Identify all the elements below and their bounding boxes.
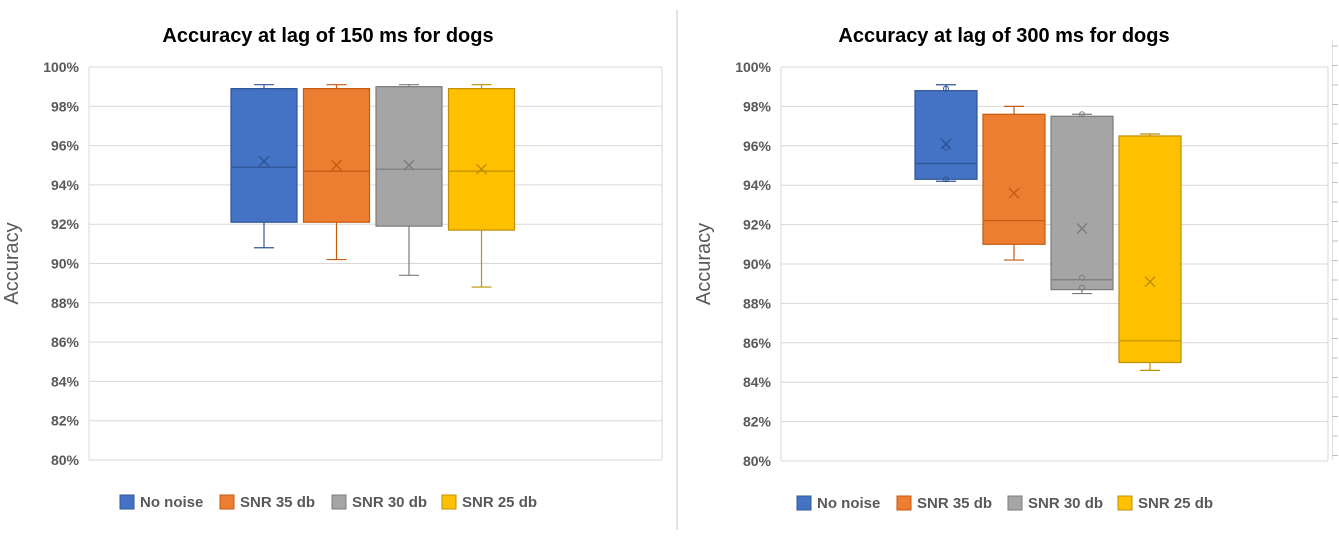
y-tick-label: 86% [743,335,772,351]
y-tick-label: 92% [51,216,80,232]
box-body [1050,115,1114,291]
mean-marker [476,163,487,175]
chart-svg-lag-300: Accuracy at lag of 300 ms for dogs Accura… [693,25,1329,512]
outlier-point [943,176,949,183]
box-snr-35-db [982,105,1046,261]
y-tick-label: 98% [51,98,80,114]
box-snr-30-db [375,84,443,276]
legend-item-no-noise: No noise [119,494,203,511]
y-tick-label: 90% [743,256,772,272]
y-tick-label: 82% [743,414,772,430]
box-body [375,86,443,227]
legend-swatch [796,495,812,511]
chart-panel-lag-150: Accuracy at lag of 150 ms for dogs Accura… [1,25,663,511]
outlier-point [1079,274,1085,281]
right-edge-ticks [1332,40,1338,460]
box-body [230,88,298,223]
y-tick-label: 86% [51,334,80,350]
mean-marker [1008,187,1020,199]
legend-item-no-noise: No noise [796,495,880,512]
legend-swatch [1007,495,1023,511]
legend-swatch [119,494,135,510]
box-body [982,113,1046,245]
box-snr-25-db [447,84,516,288]
legend-item-snr-25-db: SNR 25 db [441,494,537,511]
y-tick-label: 96% [51,138,80,154]
mean-marker [1076,223,1088,235]
y-tick-label: 80% [743,453,772,469]
legend-label: SNR 25 db [462,494,537,511]
legend-swatch [441,494,457,510]
chart-divider [676,10,678,530]
y-tick-label: 88% [743,295,772,311]
y-tick-label: 98% [743,98,772,114]
outlier-point [943,144,949,151]
box-snr-30-db [1050,111,1114,295]
legend-label: SNR 35 db [240,494,315,511]
box-snr-35-db [302,84,371,261]
mean-marker [940,138,952,150]
legend-label: SNR 25 db [1138,495,1213,512]
legend-label: No noise [817,495,880,512]
box-snr-25-db [1118,133,1182,371]
legend-label: SNR 30 db [1028,495,1103,512]
box-no-noise [230,84,298,249]
legend-item-snr-30-db: SNR 30 db [331,494,427,511]
chart-title: Accuracy at lag of 300 ms for dogs [838,25,1169,47]
y-tick-label: 100% [735,59,771,75]
y-tick-label: 84% [51,373,80,389]
legend-item-snr-25-db: SNR 25 db [1117,495,1213,512]
legend-item-snr-35-db: SNR 35 db [219,494,315,511]
legend-swatch [219,494,235,510]
mean-marker [1144,276,1156,288]
chart-panel-lag-300: Accuracy at lag of 300 ms for dogs Accura… [678,0,1339,538]
legend-label: SNR 30 db [352,494,427,511]
legend-swatch [896,495,912,511]
chart-svg-lag-150: Accuracy at lag of 150 ms for dogs Accura… [1,25,663,511]
y-tick-label: 100% [43,59,79,75]
mean-marker [258,155,270,167]
legend-swatch [331,494,347,510]
y-axis-title: Accuracy [693,223,715,305]
legend-label: SNR 35 db [917,495,992,512]
legend-item-snr-35-db: SNR 35 db [896,495,992,512]
box-body [914,90,978,180]
y-tick-label: 88% [51,295,80,311]
y-tick-label: 90% [51,256,80,272]
y-tick-label: 94% [743,177,772,193]
legend-swatch [1117,495,1133,511]
box-no-noise [914,84,978,183]
y-tick-label: 94% [51,177,80,193]
box-body [447,88,516,231]
y-tick-label: 92% [743,217,772,233]
mean-marker [331,159,342,171]
y-tick-label: 82% [51,413,80,429]
outlier-point [1079,111,1085,118]
chart-title: Accuracy at lag of 150 ms for dogs [162,25,493,47]
y-axis-title: Accuracy [1,222,23,304]
legend-label: No noise [140,494,203,511]
mean-marker [403,159,415,171]
legend-item-snr-30-db: SNR 30 db [1007,495,1103,512]
outlier-point [1079,284,1085,291]
outlier-point [943,85,949,92]
y-tick-label: 80% [51,452,80,468]
y-tick-label: 84% [743,374,772,390]
box-body [302,88,371,223]
box-body [1118,135,1182,364]
y-tick-label: 96% [743,138,772,154]
